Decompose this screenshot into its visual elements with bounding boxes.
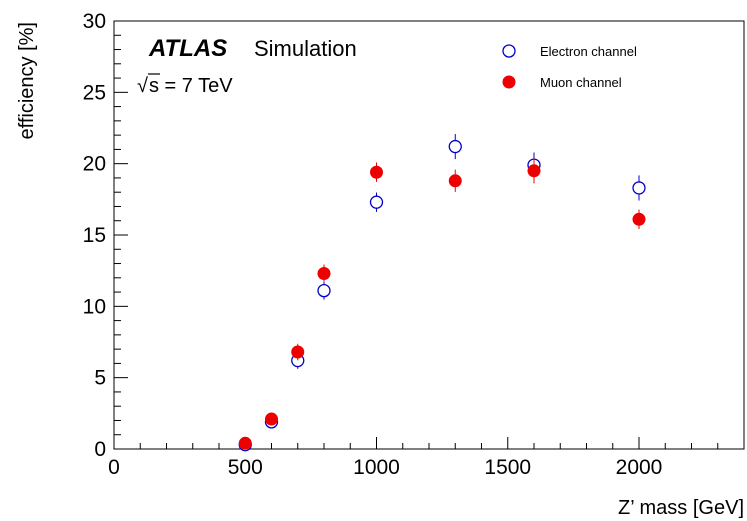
data-point bbox=[369, 195, 384, 209]
data-series bbox=[238, 133, 646, 452]
legend-muon-marker bbox=[502, 75, 516, 89]
y-axis-ticks: 0 5 10 15 20 25 30 bbox=[83, 10, 128, 461]
data-point bbox=[370, 165, 383, 179]
y-tick-label: 20 bbox=[83, 153, 106, 176]
y-tick-label: 5 bbox=[94, 367, 106, 390]
legend-electron-marker bbox=[502, 44, 516, 58]
legend-muon-label: Muon channel bbox=[540, 75, 622, 90]
data-point bbox=[265, 412, 278, 426]
y-tick-label: 25 bbox=[83, 81, 106, 104]
legend: Electron channel Muon channel bbox=[502, 44, 637, 90]
energy-annotation: √ s = 7 TeV bbox=[137, 73, 233, 97]
data-point bbox=[448, 139, 462, 154]
series-muon bbox=[238, 158, 646, 450]
legend-electron-label: Electron channel bbox=[540, 44, 637, 59]
x-axis-title: Z’ mass [GeV] bbox=[618, 497, 744, 519]
y-axis-title: efficiency [%] bbox=[16, 22, 38, 139]
data-point bbox=[291, 345, 305, 359]
energy-value: s = 7 TeV bbox=[149, 75, 233, 97]
y-tick-label: 0 bbox=[94, 438, 106, 461]
series-electron bbox=[238, 133, 646, 452]
y-tick-label: 10 bbox=[83, 295, 106, 318]
x-tick-label: 1500 bbox=[484, 456, 531, 479]
y-tick-label: 30 bbox=[83, 10, 106, 33]
data-point bbox=[527, 164, 541, 178]
y-tick-label: 15 bbox=[83, 224, 106, 247]
data-point bbox=[317, 283, 331, 298]
data-point bbox=[448, 174, 462, 188]
x-tick-label: 1000 bbox=[353, 456, 400, 479]
x-axis-ticks: 0 500 1000 1500 2000 bbox=[108, 437, 745, 479]
x-tick-label: 2000 bbox=[616, 456, 663, 479]
simulation-label: Simulation bbox=[254, 36, 357, 61]
x-tick-label: 500 bbox=[228, 456, 263, 479]
data-point bbox=[317, 267, 331, 281]
data-point bbox=[632, 212, 646, 226]
data-point bbox=[238, 436, 252, 450]
atlas-label: ATLAS bbox=[148, 35, 227, 62]
data-point bbox=[632, 181, 646, 195]
x-tick-label: 0 bbox=[108, 456, 120, 479]
sqrt-sign: √ bbox=[137, 75, 148, 97]
